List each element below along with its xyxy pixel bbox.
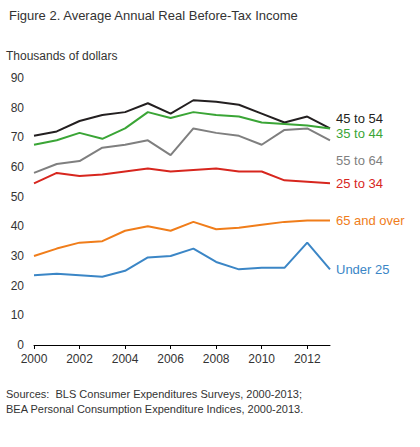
svg-text:Sources: BLS Consumer Expendi: Sources: BLS Consumer Expenditures Surve…	[6, 388, 302, 400]
svg-text:10: 10	[11, 308, 25, 322]
svg-text:60: 60	[11, 160, 25, 174]
svg-text:2004: 2004	[112, 352, 139, 366]
svg-text:40: 40	[11, 219, 25, 233]
svg-text:2010: 2010	[248, 352, 275, 366]
svg-text:45 to 54: 45 to 54	[336, 111, 383, 126]
svg-text:2000: 2000	[21, 352, 48, 366]
svg-text:2006: 2006	[157, 352, 184, 366]
svg-text:2002: 2002	[66, 352, 93, 366]
svg-text:50: 50	[11, 190, 25, 204]
svg-text:Figure 2. Average Annual Real: Figure 2. Average Annual Real Before-Tax…	[9, 8, 298, 23]
svg-text:BEA Personal Consumption Expen: BEA Personal Consumption Expenditure Ind…	[6, 403, 303, 415]
svg-text:35 to 44: 35 to 44	[336, 126, 383, 141]
svg-text:20: 20	[11, 279, 25, 293]
svg-text:80: 80	[11, 101, 25, 115]
svg-text:2008: 2008	[203, 352, 230, 366]
svg-text:65 and over: 65 and over	[336, 213, 405, 228]
svg-text:70: 70	[11, 130, 25, 144]
svg-text:30: 30	[11, 249, 25, 263]
svg-text:55 to 64: 55 to 64	[336, 153, 383, 168]
svg-text:2012: 2012	[294, 352, 321, 366]
svg-text:Thousands of dollars: Thousands of dollars	[6, 49, 117, 63]
svg-text:0: 0	[17, 338, 24, 352]
svg-text:90: 90	[11, 71, 25, 85]
svg-text:Under 25: Under 25	[336, 262, 389, 277]
svg-text:25 to 34: 25 to 34	[336, 176, 383, 191]
